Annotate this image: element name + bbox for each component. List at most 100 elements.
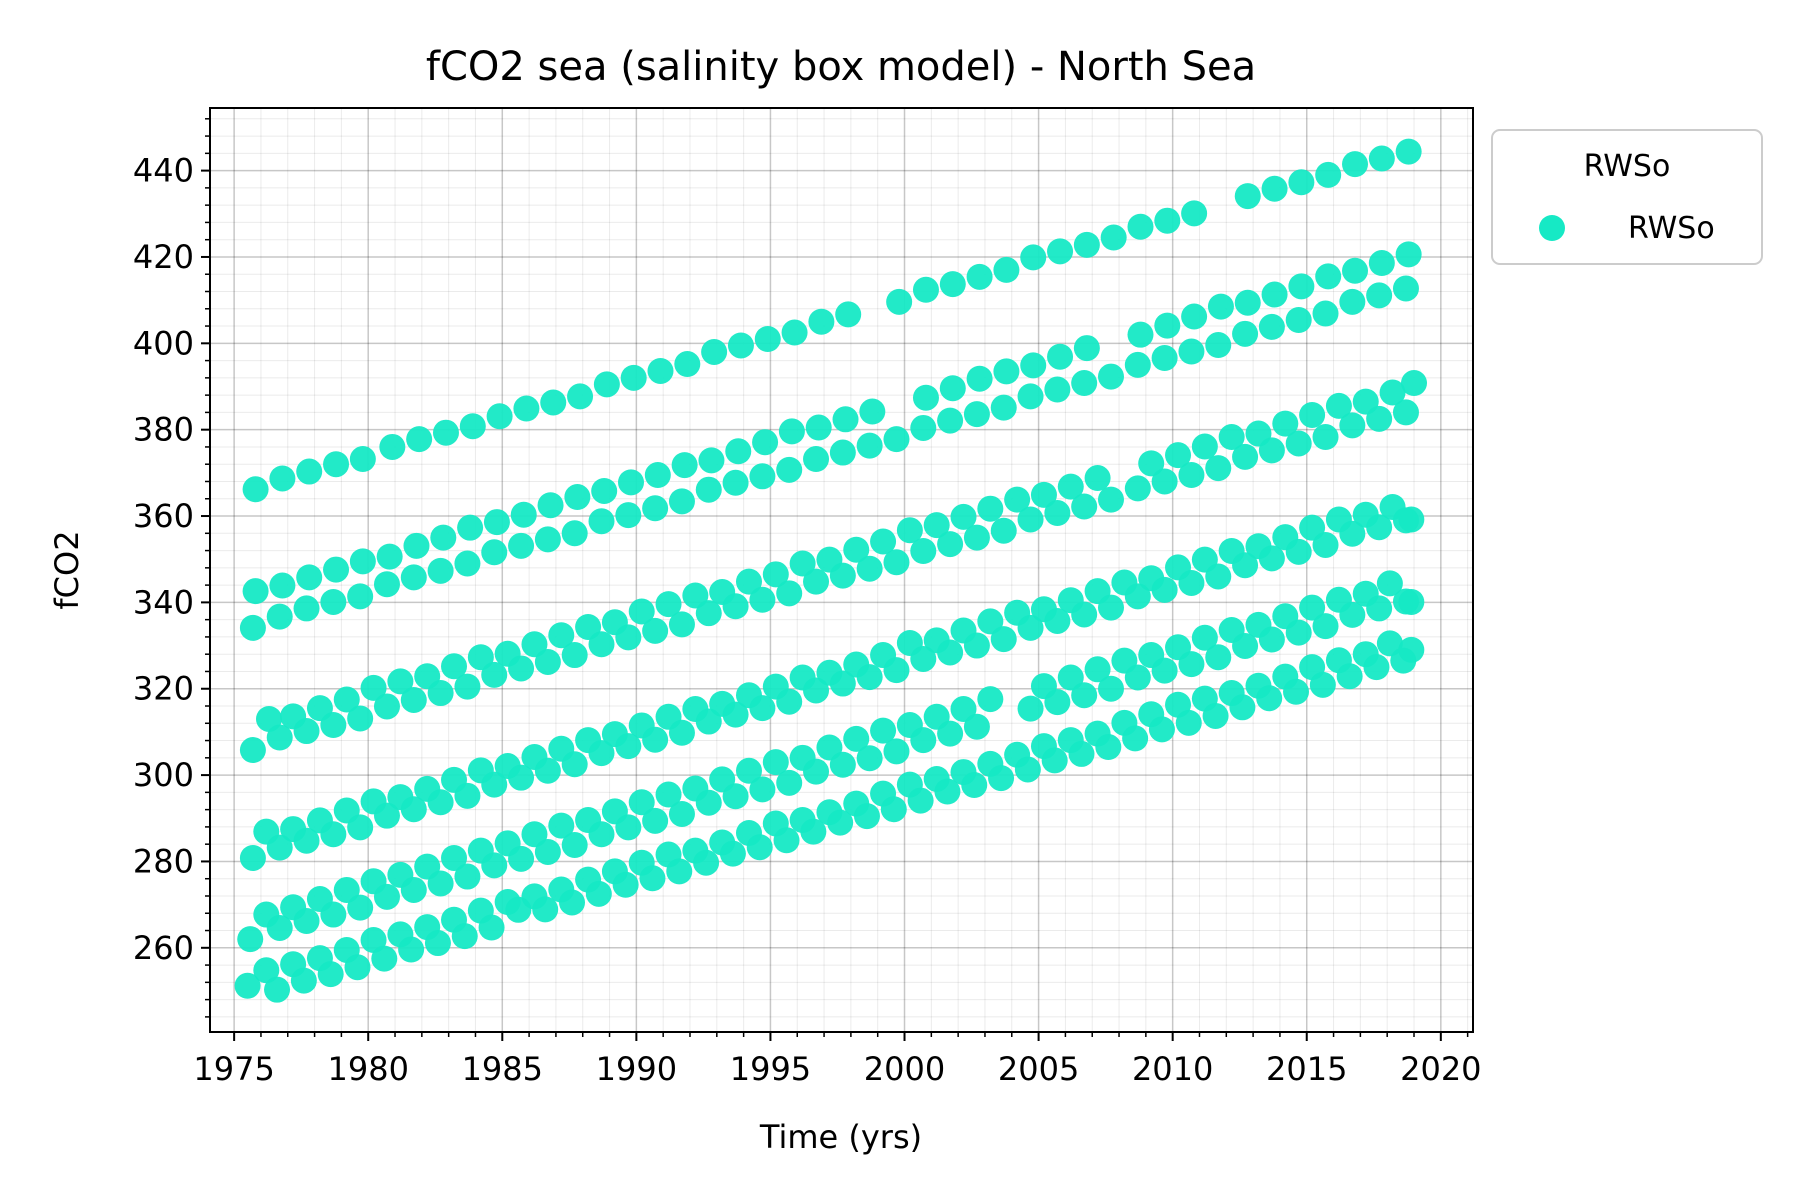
data-point bbox=[1312, 424, 1339, 451]
data-point bbox=[1148, 716, 1175, 743]
data-point bbox=[722, 469, 749, 496]
data-point bbox=[1205, 644, 1232, 671]
data-point bbox=[269, 465, 296, 492]
y-tick-label: 260 bbox=[133, 929, 194, 967]
data-point bbox=[937, 639, 964, 666]
x-tick-label: 2000 bbox=[864, 1050, 945, 1088]
data-point bbox=[534, 648, 561, 675]
data-point bbox=[655, 591, 682, 618]
data-point bbox=[639, 865, 666, 892]
data-point bbox=[693, 849, 720, 876]
data-point bbox=[725, 438, 752, 465]
data-point bbox=[349, 446, 376, 473]
data-point bbox=[1057, 664, 1084, 691]
data-point bbox=[1401, 370, 1428, 397]
data-point bbox=[532, 896, 559, 923]
data-point bbox=[293, 718, 320, 745]
x-tick-label: 1980 bbox=[327, 1050, 408, 1088]
data-point bbox=[293, 908, 320, 935]
data-point bbox=[1368, 145, 1395, 172]
data-point bbox=[323, 451, 350, 478]
data-point bbox=[722, 593, 749, 620]
data-point bbox=[805, 414, 832, 441]
data-point bbox=[668, 800, 695, 827]
y-tick-label: 440 bbox=[133, 152, 194, 190]
data-point bbox=[1288, 273, 1315, 300]
data-point bbox=[1285, 307, 1312, 334]
data-point bbox=[856, 664, 883, 691]
data-point bbox=[290, 967, 317, 994]
data-point bbox=[937, 720, 964, 747]
data-point bbox=[559, 889, 586, 916]
data-point bbox=[1366, 405, 1393, 432]
data-point bbox=[695, 476, 722, 503]
data-point bbox=[521, 821, 548, 848]
data-point bbox=[749, 463, 776, 490]
data-point bbox=[320, 588, 347, 615]
data-point bbox=[1071, 370, 1098, 397]
data-point bbox=[534, 526, 561, 553]
data-point bbox=[1127, 213, 1154, 240]
data-point bbox=[727, 332, 754, 359]
data-point bbox=[1205, 563, 1232, 590]
data-point bbox=[1258, 313, 1285, 340]
data-point bbox=[371, 945, 398, 972]
data-point bbox=[1071, 682, 1098, 709]
data-point bbox=[1004, 486, 1031, 513]
data-point bbox=[1014, 756, 1041, 783]
data-point bbox=[668, 488, 695, 515]
y-axis-ticks: 260 280 300 320 340 360 380 400 420 440 bbox=[133, 118, 210, 1018]
data-point bbox=[1017, 506, 1044, 533]
data-point bbox=[1312, 300, 1339, 327]
data-point bbox=[835, 301, 862, 328]
data-point bbox=[856, 432, 883, 459]
data-point bbox=[1234, 289, 1261, 316]
data-point bbox=[1097, 363, 1124, 390]
data-point bbox=[1395, 138, 1422, 165]
data-point bbox=[320, 901, 347, 928]
data-point bbox=[1258, 437, 1285, 464]
data-point bbox=[1191, 433, 1218, 460]
data-point bbox=[1392, 399, 1419, 426]
data-point bbox=[486, 403, 513, 430]
data-point bbox=[481, 771, 508, 798]
data-point bbox=[561, 832, 588, 859]
data-point bbox=[481, 539, 508, 566]
data-point bbox=[1084, 465, 1111, 492]
y-tick-label: 320 bbox=[133, 670, 194, 708]
data-point bbox=[1151, 344, 1178, 371]
data-point bbox=[966, 263, 993, 290]
data-point bbox=[387, 668, 414, 695]
data-point bbox=[1044, 607, 1071, 634]
data-point bbox=[966, 365, 993, 392]
data-point bbox=[451, 923, 478, 950]
data-point bbox=[588, 821, 615, 848]
data-point bbox=[829, 562, 856, 589]
data-point bbox=[1165, 442, 1192, 469]
data-point bbox=[1285, 430, 1312, 457]
data-point bbox=[1299, 401, 1326, 428]
data-point bbox=[1124, 664, 1151, 691]
data-point bbox=[591, 477, 618, 504]
data-point bbox=[266, 914, 293, 941]
data-point bbox=[880, 796, 907, 823]
y-tick-label: 360 bbox=[133, 497, 194, 535]
data-point bbox=[1151, 657, 1178, 684]
data-point bbox=[454, 863, 481, 890]
data-point bbox=[1047, 343, 1074, 370]
data-point bbox=[253, 957, 280, 984]
data-point bbox=[939, 271, 966, 298]
data-point bbox=[1151, 576, 1178, 603]
data-point bbox=[430, 524, 457, 551]
data-point bbox=[427, 557, 454, 584]
x-tick-label: 1990 bbox=[596, 1050, 677, 1088]
data-point bbox=[963, 524, 990, 551]
data-point bbox=[735, 757, 762, 784]
data-point bbox=[347, 583, 374, 610]
data-point bbox=[347, 814, 374, 841]
data-point bbox=[1232, 320, 1259, 347]
data-point bbox=[990, 394, 1017, 421]
y-tick-label: 420 bbox=[133, 238, 194, 276]
data-point bbox=[1178, 651, 1205, 678]
